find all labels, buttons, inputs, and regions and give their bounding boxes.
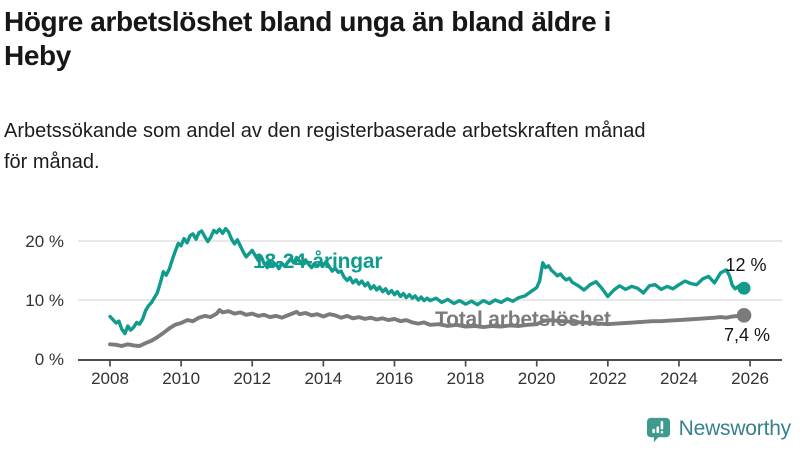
x-tick-label-2008: 2008	[91, 369, 129, 388]
series-line-total	[108, 308, 746, 348]
series-label-youth: 18-24-åringar	[253, 250, 382, 273]
chart-subtitle: Arbetssökande som andel av den registerb…	[4, 116, 796, 178]
page-title-line-2: Heby	[4, 40, 71, 71]
series-label-total: Total arbetslöshet	[435, 308, 611, 331]
x-axis	[78, 359, 782, 367]
y-tick-label-10: 10 %	[25, 291, 64, 310]
y-tick-label-20: 20 %	[25, 232, 64, 251]
newsworthy-brand-link[interactable]: Newsworthy	[645, 414, 791, 444]
gridlines	[78, 240, 782, 301]
y-axis-tick-labels: 0 % 10 % 20 %	[25, 232, 64, 369]
x-tick-label-2026: 2026	[731, 369, 769, 388]
end-dot-youth	[737, 281, 751, 295]
x-tick-label-2022: 2022	[589, 369, 627, 388]
series-lines	[108, 226, 746, 348]
x-tick-label-2014: 2014	[304, 369, 342, 388]
end-value-label-youth: 12 %	[725, 255, 766, 275]
x-tick-label-2020: 2020	[518, 369, 556, 388]
page-title: Högre arbetslöshet bland unga än bland ä…	[4, 5, 796, 73]
end-value-label-total: 7,4 %	[724, 325, 770, 345]
newsworthy-chart-bubble-icon	[646, 417, 670, 442]
x-tick-label-2010: 2010	[162, 369, 200, 388]
y-tick-label-0: 0 %	[35, 350, 64, 369]
series-end-dots	[736, 281, 752, 323]
x-tick-label-2016: 2016	[376, 369, 414, 388]
x-tick-label-2024: 2024	[660, 369, 698, 388]
brand-name: Newsworthy	[678, 417, 792, 440]
x-tick-label-2018: 2018	[447, 369, 485, 388]
page-title-line-1: Högre arbetslöshet bland unga än bland ä…	[4, 6, 612, 37]
x-axis-tick-labels: 2008 2010 2012 2014 2016 2018 2020 2022 2024 2026	[91, 369, 769, 388]
chart-subtitle-line-1: Arbetssökande som andel av den registerb…	[4, 120, 646, 142]
end-dot-total	[736, 308, 752, 323]
x-tick-label-2012: 2012	[233, 369, 271, 388]
series-line-youth	[108, 226, 746, 336]
chart-subtitle-line-2: för månad.	[4, 151, 100, 173]
